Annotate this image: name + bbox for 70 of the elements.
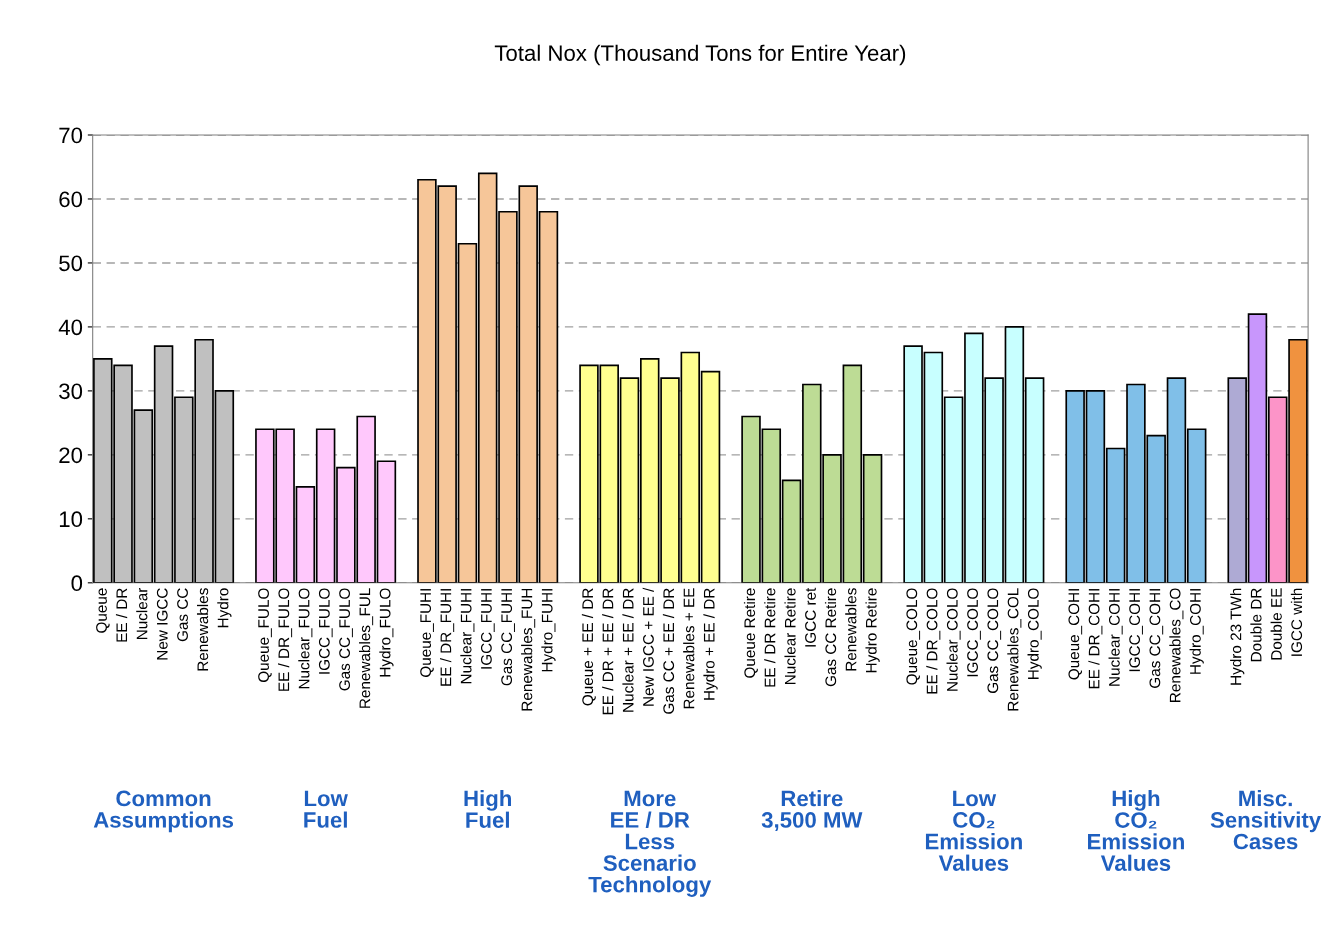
x-tick-label: Nuclear Retire bbox=[784, 588, 796, 685]
x-tick-label: Double DR bbox=[1250, 588, 1262, 662]
x-tick-label: Renewables_COL bbox=[1007, 588, 1022, 711]
x-tick-label: Hydro_COHI bbox=[1189, 589, 1204, 674]
x-tick-label: Nuclear bbox=[136, 587, 148, 640]
x-tick-label: EE / DR bbox=[115, 588, 128, 642]
y-tick-label: 70 bbox=[59, 127, 83, 144]
x-tick-label: Nuclear_COHI bbox=[1108, 589, 1123, 686]
y-tick-label: 0 bbox=[71, 575, 83, 592]
text: Low CO₂ Emission Values bbox=[925, 790, 1022, 871]
x-tick-label: Renewables_CO bbox=[1169, 588, 1184, 702]
x-tick-label: IGCC ret bbox=[805, 587, 816, 647]
y-tick-label: 20 bbox=[59, 447, 83, 464]
x-tick-label: EE / DR Retire bbox=[764, 588, 776, 687]
x-tick-label: IGCC with bbox=[1290, 588, 1303, 656]
x-tick-label: Gas CC_FUHI bbox=[501, 589, 515, 686]
text: High Fuel bbox=[464, 790, 512, 828]
x-tick-label: Double EE bbox=[1270, 588, 1282, 660]
x-tick-label: Hydro bbox=[217, 588, 232, 628]
chart-title: Total Nox (Thousand Tons for Entire Year) bbox=[494, 44, 906, 66]
x-tick-label: Queue_FUHI bbox=[420, 589, 434, 677]
x-tick-label: Hydro_FUHI bbox=[541, 589, 556, 672]
x-tick-label: Renewables bbox=[845, 588, 857, 671]
x-tick-label: IGCC_FUHI bbox=[480, 589, 495, 669]
x-tick-label: New IGCC + EE / bbox=[642, 587, 654, 706]
x-tick-label: EE / DR_COLO bbox=[926, 588, 941, 694]
text: Low Fuel bbox=[304, 790, 348, 828]
x-tick-label: Renewables + EE bbox=[683, 588, 695, 709]
x-tick-label: Nuclear_FULO bbox=[298, 588, 313, 689]
x-tick-label: Gas CC bbox=[177, 588, 188, 642]
x-tick-label: Nuclear_COLO bbox=[946, 588, 961, 691]
x-tick-label: Gas CC Retire bbox=[824, 588, 837, 687]
x-tick-label: Gas CC_FULO bbox=[339, 588, 353, 691]
x-tick-label: Queue_COLO bbox=[906, 588, 921, 685]
x-tick-label: Hydro 23 TWh bbox=[1230, 588, 1245, 685]
x-tick-label: Queue Retire bbox=[743, 588, 758, 678]
x-tick-label: Hydro Retire bbox=[865, 588, 880, 673]
x-tick-label: Queue + EE / DR bbox=[581, 588, 596, 706]
x-tick-label: EE / DR_COHI bbox=[1088, 589, 1103, 689]
x-tick-label: EE / DR + EE / DR bbox=[602, 588, 614, 715]
text: Common Assumptions bbox=[93, 790, 234, 833]
y-tick-label: 40 bbox=[58, 319, 83, 336]
x-tick-label: Hydro_FULO bbox=[379, 588, 394, 677]
text: Misc. Sensitivity Cases bbox=[1210, 790, 1322, 850]
x-tick-label: Queue_COHI bbox=[1068, 589, 1083, 680]
x-tick-label: Gas CC_COHI bbox=[1149, 589, 1164, 688]
x-tick-label: EE / DR_FUHI bbox=[440, 589, 455, 686]
y-tick-label: 50 bbox=[59, 255, 83, 272]
y-tick-label: 30 bbox=[59, 383, 83, 400]
x-tick-label: Gas CC + EE / DR bbox=[662, 588, 675, 714]
text: More EE / DR Less Scenario Technology bbox=[588, 790, 712, 897]
x-tick-label: Hydro_COLO bbox=[1027, 588, 1042, 679]
x-tick-label: Renewables bbox=[196, 588, 209, 671]
x-tick-label: Renewables_FUH bbox=[521, 588, 536, 711]
x-tick-label: IGCC_COLO bbox=[967, 588, 981, 677]
y-tick-label: 10 bbox=[59, 511, 83, 528]
x-tick-label: Gas CC_COLO bbox=[987, 588, 1002, 694]
x-tick-label: Queue_FULO bbox=[258, 588, 272, 683]
x-tick-label: EE / DR_FULO bbox=[278, 588, 293, 691]
x-tick-label: New IGCC bbox=[156, 588, 168, 660]
x-tick-label: Renewables_FUL bbox=[359, 588, 374, 708]
x-tick-label: Queue bbox=[96, 588, 110, 633]
x-tick-label: Nuclear_FUHI bbox=[460, 589, 475, 684]
text: High CO₂ Emission Values bbox=[1088, 790, 1184, 871]
x-tick-label: IGCC_FULO bbox=[318, 588, 333, 674]
x-tick-label: Nuclear + EE / DR bbox=[622, 588, 634, 712]
x-tick-label: Hydro + EE / DR bbox=[703, 588, 718, 700]
y-tick-label: 60 bbox=[59, 191, 83, 208]
text: Retire 3,500 MW bbox=[761, 790, 863, 832]
x-tick-label: IGCC_COHI bbox=[1129, 589, 1143, 672]
